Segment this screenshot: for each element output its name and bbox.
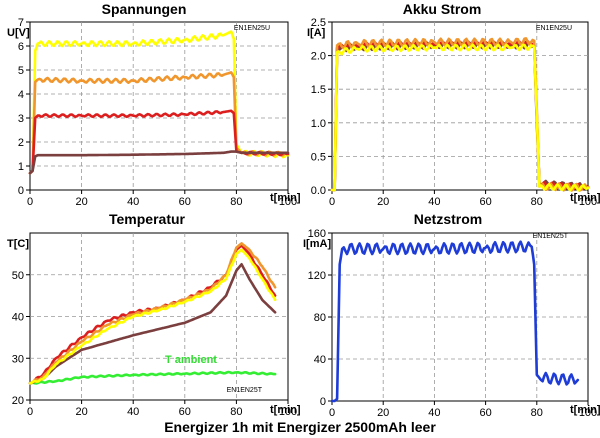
x-tick-label: 80 — [230, 196, 242, 208]
x-tick-label: 80 — [531, 196, 543, 208]
y-tick-label: 3 — [18, 113, 24, 125]
y-tick-label: 0.0 — [311, 185, 326, 197]
x-tick-label: 100 — [279, 196, 297, 208]
series-line-1 — [28, 370, 277, 385]
x-axis-label: t[min] — [570, 404, 600, 416]
x-axis-label: t[min] — [570, 192, 600, 204]
y-tick-label: 2 — [18, 137, 24, 149]
y-tick-label: 30 — [12, 353, 24, 365]
y-tick-label: 7 — [18, 17, 24, 29]
panel-tag: EN1EN25U — [536, 25, 572, 32]
x-tick-label: 20 — [75, 196, 87, 208]
x-tick-label: 60 — [179, 406, 191, 418]
x-tick-label: 60 — [179, 196, 191, 208]
panel-title: Akku Strom — [403, 1, 482, 17]
x-tick-label: 80 — [230, 406, 242, 418]
y-tick-label: 0 — [18, 185, 24, 197]
panel-title: Spannungen — [102, 1, 187, 17]
y-tick-label: 2.0 — [311, 51, 326, 63]
y-tick-label: 6 — [18, 41, 24, 53]
x-tick-label: 40 — [127, 406, 139, 418]
y-tick-label: 0.5 — [311, 151, 326, 163]
x-tick-label: 100 — [579, 407, 597, 419]
x-tick-label: 0 — [27, 406, 33, 418]
panel-tag: EN1EN25T — [533, 233, 569, 240]
y-axis-label: I[mA] — [303, 238, 331, 250]
y-tick-label: 20 — [12, 395, 24, 407]
panel-title: Temperatur — [109, 211, 186, 227]
y-axis-label: I[A] — [307, 27, 326, 39]
y-tick-label: 50 — [12, 270, 24, 282]
x-tick-label: 40 — [428, 196, 440, 208]
y-axis-label: U[V] — [7, 27, 30, 39]
y-tick-label: 40 — [12, 312, 24, 324]
y-axis-label: T[C] — [7, 238, 29, 250]
x-tick-label: 20 — [75, 406, 87, 418]
x-tick-label: 40 — [428, 407, 440, 419]
series-line-5 — [28, 248, 277, 385]
y-tick-label: 1.5 — [311, 84, 326, 96]
series-line-3 — [330, 37, 590, 192]
y-tick-label: 0 — [320, 396, 326, 408]
x-tick-label: 60 — [479, 407, 491, 419]
x-tick-label: 60 — [479, 196, 491, 208]
series-line-4 — [330, 43, 590, 192]
y-tick-label: 5 — [18, 65, 24, 77]
y-tick-label: 4 — [18, 89, 24, 101]
panel-4: 0 20 40 60 80 100 0 40 80 120 160 Netzstrom I[mA] t[m… — [303, 211, 600, 419]
series-line-4 — [28, 150, 290, 175]
x-axis-label: t[min] — [270, 192, 301, 204]
y-tick-label: 40 — [314, 354, 326, 366]
series-line-1 — [330, 240, 580, 403]
annotation-t-ambient: T ambient — [165, 354, 217, 366]
y-tick-label: 1.0 — [311, 118, 326, 130]
y-tick-label: 160 — [308, 228, 326, 240]
x-tick-label: 0 — [329, 196, 335, 208]
panel-1: 0 20 40 60 80 100 0 1 2 3 4 5 6 7 Spannungen U[V] t[min]… — [7, 1, 301, 208]
x-tick-label: 100 — [579, 196, 597, 208]
panel-3: 0 20 40 60 80 10020304050TemperaturT[C]t[min]… — [7, 211, 301, 418]
figure-caption: Energizer 1h mit Energizer 2500mAh leer — [164, 419, 436, 435]
panel-tag: EN1EN25U — [234, 25, 270, 32]
y-tick-label: 80 — [314, 312, 326, 324]
x-tick-label: 100 — [279, 406, 297, 418]
x-tick-label: 0 — [27, 196, 33, 208]
x-tick-label: 80 — [531, 407, 543, 419]
x-axis-label: t[min] — [270, 404, 301, 416]
panel-2: 0 20 40 60 80 100 0.0 0.5 1.0 1.5 2.0 2.5 Akku Strom… — [307, 1, 600, 208]
series-line-2 — [28, 263, 277, 385]
y-tick-label: 1 — [18, 161, 24, 173]
x-tick-label: 20 — [377, 196, 389, 208]
y-tick-label: 2.5 — [311, 17, 326, 29]
x-tick-label: 40 — [127, 196, 139, 208]
y-tick-label: 120 — [308, 270, 326, 282]
x-tick-label: 20 — [377, 407, 389, 419]
x-tick-label: 0 — [329, 407, 335, 419]
panel-title: Netzstrom — [414, 211, 482, 227]
panel-tag: EN1EN25T — [227, 387, 263, 394]
plot-area — [29, 21, 289, 191]
